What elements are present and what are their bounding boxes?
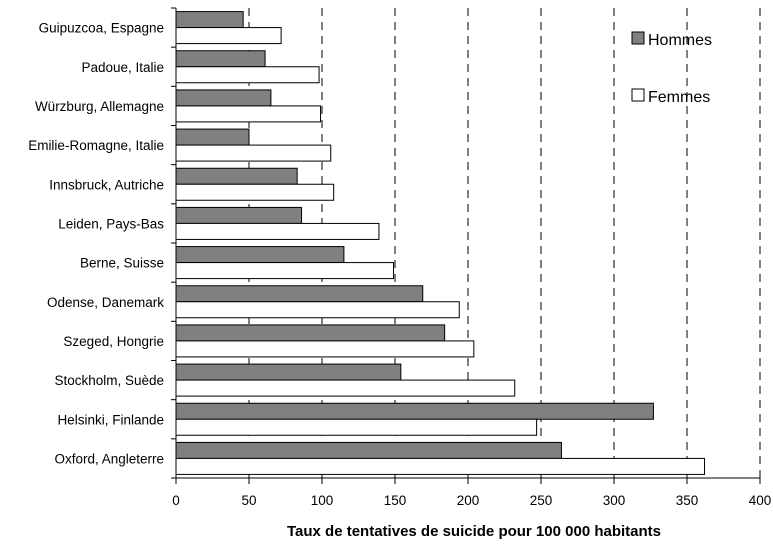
bar-femmes xyxy=(175,144,332,162)
bar-hommes xyxy=(175,11,244,29)
bar-hommes xyxy=(175,50,266,68)
bar-femmes xyxy=(175,222,380,240)
axes xyxy=(171,7,761,484)
x-tick-label: 250 xyxy=(530,493,553,508)
category-label: Innsbruck, Autriche xyxy=(49,177,164,192)
bar-hommes xyxy=(175,324,446,342)
x-tick-label: 200 xyxy=(457,493,480,508)
bar-hommes xyxy=(175,206,303,224)
category-label: Guipuzcoa, Espagne xyxy=(39,21,164,36)
category-label: Szeged, Hongrie xyxy=(63,334,164,349)
legend-label-femmes: Femmes xyxy=(648,89,710,106)
category-label: Oxford, Angleterre xyxy=(54,451,164,466)
bar-femmes xyxy=(175,183,335,201)
category-label: Leiden, Pays-Bas xyxy=(58,216,164,231)
legend-swatch-femmes xyxy=(631,88,645,102)
category-label: Odense, Danemark xyxy=(47,295,164,310)
bar-femmes xyxy=(175,262,395,280)
x-tick-label: 300 xyxy=(603,493,626,508)
bar-femmes xyxy=(175,457,706,475)
x-tick-label: 350 xyxy=(676,493,699,508)
bars xyxy=(175,11,706,475)
bar-hommes xyxy=(175,246,345,264)
bar-hommes xyxy=(175,167,298,185)
bar-hommes xyxy=(175,441,562,459)
bar-femmes xyxy=(175,340,475,358)
bar-femmes xyxy=(175,418,538,436)
x-tick-label: 50 xyxy=(241,493,256,508)
bar-femmes xyxy=(175,301,460,319)
category-labels: Guipuzcoa, Espagne Padoue, Italie Würzburg… xyxy=(28,21,164,467)
category-label: Berne, Suisse xyxy=(80,256,164,271)
bar-hommes xyxy=(175,285,424,303)
category-label: Emilie-Romagne, Italie xyxy=(28,138,164,153)
legend: Hommes Femmes xyxy=(631,31,712,106)
bar-hommes xyxy=(175,89,272,107)
bar-hommes xyxy=(175,402,654,420)
x-tick-label: 100 xyxy=(311,493,334,508)
legend-label-hommes: Hommes xyxy=(648,32,712,49)
bar-hommes xyxy=(175,128,250,146)
x-tick-label: 400 xyxy=(749,493,772,508)
bar-femmes xyxy=(175,105,322,123)
tick-labels: 0 50 100 150 200 250 300 350 400 xyxy=(172,493,771,508)
bar-femmes xyxy=(175,27,282,45)
category-label: Helsinki, Finlande xyxy=(57,412,164,427)
bar-femmes xyxy=(175,66,320,84)
x-axis-label: Taux de tentatives de suicide pour 100 0… xyxy=(287,523,661,540)
x-tick-label: 0 xyxy=(172,493,180,508)
bar-femmes xyxy=(175,379,516,397)
x-tick-label: 150 xyxy=(384,493,407,508)
bar-hommes xyxy=(175,363,402,381)
legend-swatch-hommes xyxy=(631,31,645,45)
category-label: Stockholm, Suède xyxy=(54,373,164,388)
category-label: Padoue, Italie xyxy=(81,60,164,75)
category-label: Würzburg, Allemagne xyxy=(35,99,164,114)
